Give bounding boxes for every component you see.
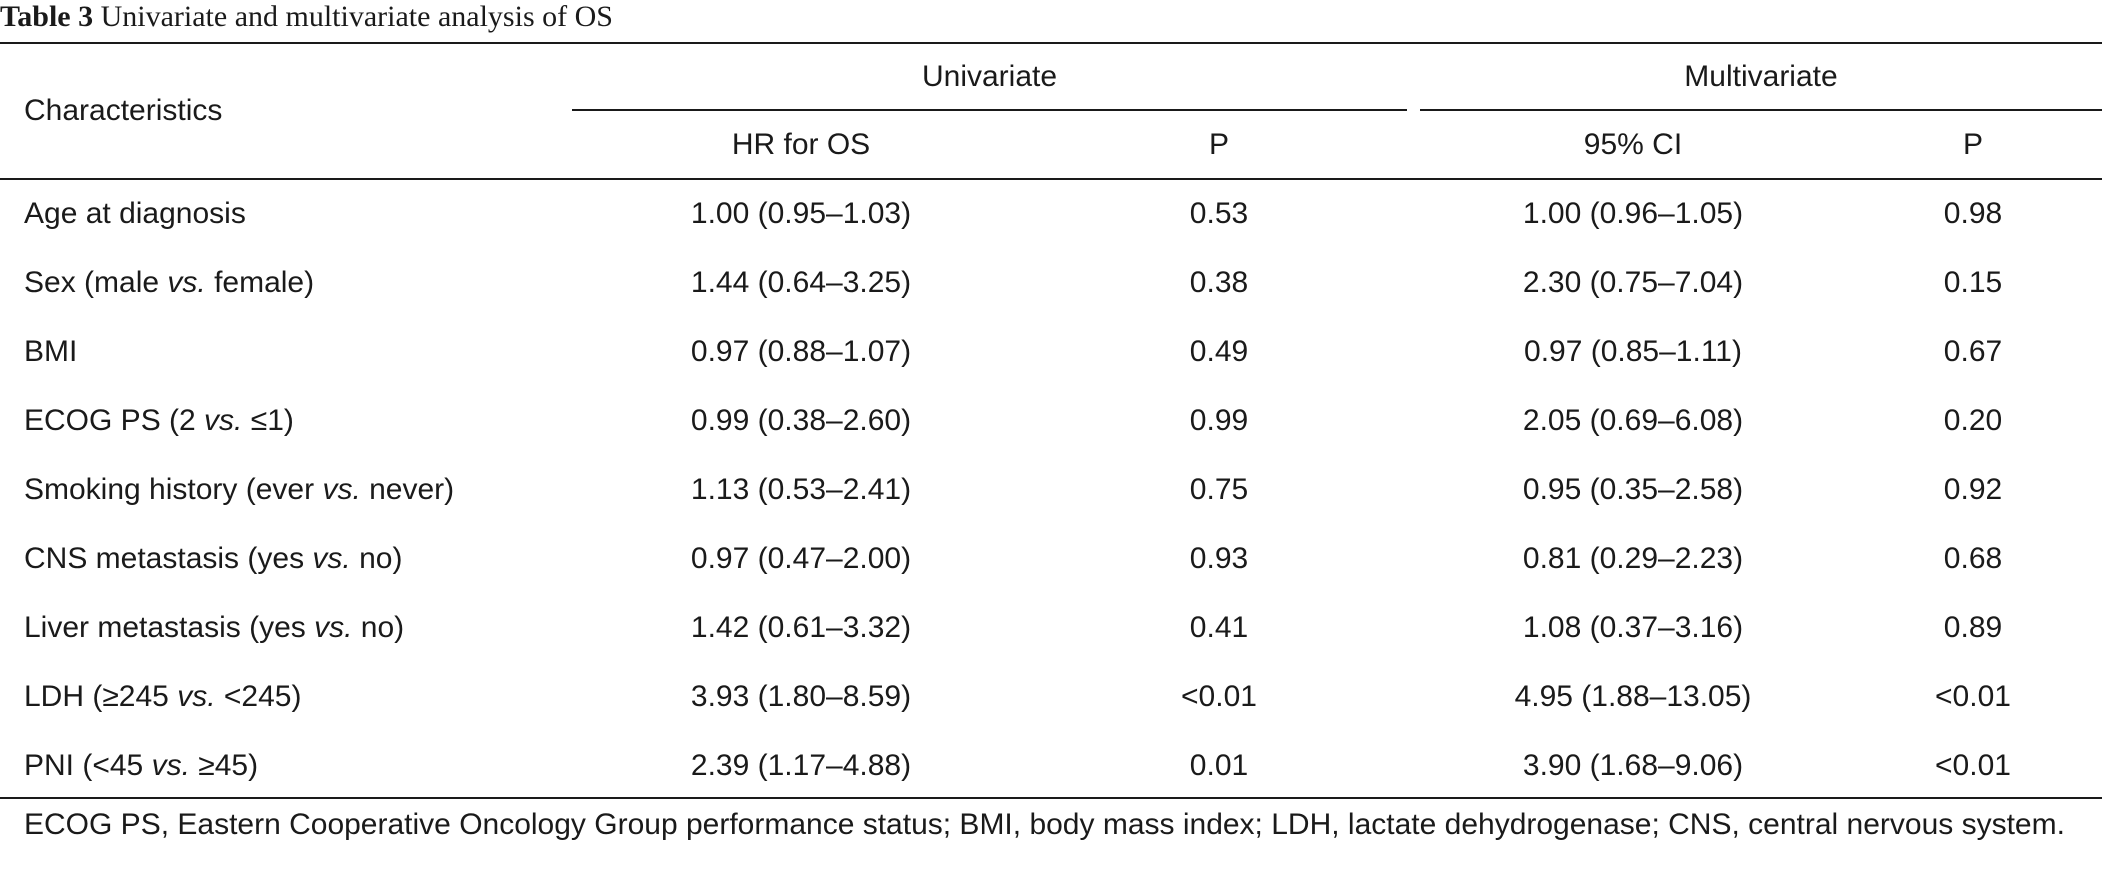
row-multi-ci: 2.30 (0.75–7.04) bbox=[1522, 266, 1744, 299]
row-multi-p: 0.15 bbox=[1943, 266, 2003, 299]
row-multi-ci: 1.00 (0.96–1.05) bbox=[1522, 197, 1744, 230]
row-uni-hr: 2.39 (1.17–4.88) bbox=[690, 749, 912, 782]
row-characteristic: Liver metastasis (yes vs. no) bbox=[24, 611, 405, 644]
row-multi-ci: 0.95 (0.35–2.58) bbox=[1522, 473, 1744, 506]
row-uni-hr: 3.93 (1.80–8.59) bbox=[690, 680, 912, 713]
header-characteristics: Characteristics bbox=[24, 94, 223, 127]
header-multivariate: Multivariate bbox=[1684, 60, 1838, 93]
row-uni-hr: 1.13 (0.53–2.41) bbox=[690, 473, 912, 506]
row-uni-p: 0.49 bbox=[1189, 335, 1249, 368]
row-characteristic: Smoking history (ever vs. never) bbox=[24, 473, 455, 506]
table-caption-label: Table 3 bbox=[0, 0, 94, 33]
row-multi-p: 0.67 bbox=[1943, 335, 2003, 368]
row-characteristic: LDH (≥245 vs. <245) bbox=[24, 680, 302, 713]
row-characteristic: Age at diagnosis bbox=[24, 197, 246, 230]
univariate-underline bbox=[572, 109, 1407, 111]
row-multi-p: 0.89 bbox=[1943, 611, 2003, 644]
table-top-rule bbox=[0, 42, 2102, 44]
row-uni-p: 0.38 bbox=[1189, 266, 1249, 299]
header-multi-p: P bbox=[1962, 128, 1983, 161]
row-characteristic: CNS metastasis (yes vs. no) bbox=[24, 542, 403, 575]
row-multi-p: 0.20 bbox=[1943, 404, 2003, 437]
row-uni-p: <0.01 bbox=[1181, 680, 1257, 713]
row-multi-p: 0.68 bbox=[1943, 542, 2003, 575]
row-uni-hr: 0.99 (0.38–2.60) bbox=[690, 404, 912, 437]
row-uni-hr: 1.00 (0.95–1.03) bbox=[690, 197, 912, 230]
row-multi-p: 0.98 bbox=[1943, 197, 2003, 230]
row-multi-ci: 3.90 (1.68–9.06) bbox=[1522, 749, 1744, 782]
row-multi-p: <0.01 bbox=[1935, 680, 2011, 713]
row-characteristic: ECOG PS (2 vs. ≤1) bbox=[24, 404, 294, 437]
multivariate-underline bbox=[1420, 109, 2102, 111]
row-uni-hr: 1.44 (0.64–3.25) bbox=[690, 266, 912, 299]
row-uni-p: 0.75 bbox=[1189, 473, 1249, 506]
row-characteristic: BMI bbox=[24, 335, 78, 368]
row-uni-hr: 0.97 (0.47–2.00) bbox=[690, 542, 912, 575]
row-multi-ci: 0.97 (0.85–1.11) bbox=[1524, 335, 1742, 368]
row-uni-p: 0.53 bbox=[1189, 197, 1249, 230]
row-characteristic: PNI (<45 vs. ≥45) bbox=[24, 749, 259, 782]
row-multi-p: 0.92 bbox=[1943, 473, 2003, 506]
row-uni-p: 0.93 bbox=[1189, 542, 1249, 575]
header-multi-ci: 95% CI bbox=[1583, 128, 1683, 161]
table-bottom-rule bbox=[0, 797, 2102, 799]
row-multi-ci: 4.95 (1.88–13.05) bbox=[1514, 680, 1752, 713]
row-multi-ci: 1.08 (0.37–3.16) bbox=[1522, 611, 1744, 644]
header-uni-p: P bbox=[1208, 128, 1229, 161]
row-uni-hr: 1.42 (0.61–3.32) bbox=[690, 611, 912, 644]
row-uni-p: 0.01 bbox=[1189, 749, 1249, 782]
table-caption: Table 3 Univariate and multivariate anal… bbox=[0, 0, 613, 36]
table-header-rule bbox=[0, 178, 2102, 180]
header-univariate: Univariate bbox=[921, 60, 1058, 93]
row-uni-hr: 0.97 (0.88–1.07) bbox=[690, 335, 912, 368]
row-characteristic: Sex (male vs. female) bbox=[24, 266, 315, 299]
header-uni-hr: HR for OS bbox=[731, 128, 871, 161]
row-multi-p: <0.01 bbox=[1935, 749, 2011, 782]
row-uni-p: 0.41 bbox=[1189, 611, 1249, 644]
row-multi-ci: 2.05 (0.69–6.08) bbox=[1522, 404, 1744, 437]
row-uni-p: 0.99 bbox=[1189, 404, 1249, 437]
row-multi-ci: 0.81 (0.29–2.23) bbox=[1522, 542, 1744, 575]
table-footnote: ECOG PS, Eastern Cooperative Oncology Gr… bbox=[24, 808, 2065, 841]
table-caption-text: Univariate and multivariate analysis of … bbox=[100, 0, 613, 33]
